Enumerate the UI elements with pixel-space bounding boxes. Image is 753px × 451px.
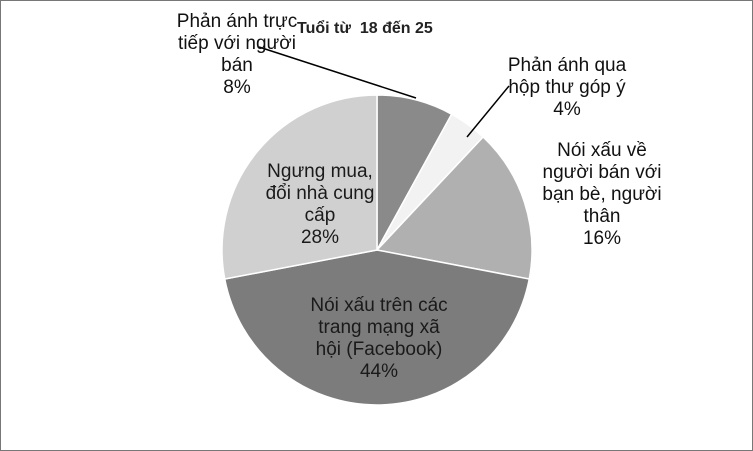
slice-label-line: cấp xyxy=(304,205,336,226)
slice-label-4: Nói xấu trên các trang mạng xã hội (Facebo… xyxy=(297,295,461,383)
slice-label-line: Phản ánh trực xyxy=(176,11,298,32)
slice-label-line: trang mạng xã xyxy=(318,317,440,338)
leader-line-1 xyxy=(258,46,417,99)
slice-label-line: tiếp với người xyxy=(178,33,296,54)
slice-percent-label: 8% xyxy=(223,77,251,98)
chart-title: Tuổi từ 18 đến 25 xyxy=(297,20,433,37)
slice-percent-label: 16% xyxy=(582,228,622,249)
slice-label-2: Phản ánh qua hộp thư góp ý 4% xyxy=(487,55,647,121)
slice-label-line: Nói xấu trên các xyxy=(310,295,448,316)
slice-label-line: Nói xấu về xyxy=(557,140,647,161)
slice-label-1: Phản ánh trực tiếp với người bán 8% xyxy=(167,11,307,99)
slice-percent-label: 4% xyxy=(553,99,581,120)
slice-percent-label: 28% xyxy=(300,227,340,248)
slice-label-line: bán xyxy=(221,55,253,76)
slice-percent-label: 44% xyxy=(359,361,399,382)
pie-slice-4 xyxy=(223,249,531,406)
slice-label-5: Ngưng mua, đổi nhà cung cấp 28% xyxy=(247,161,393,249)
slice-label-line: đổi nhà cung xyxy=(265,183,375,204)
slice-label-line: hộp thư góp ý xyxy=(508,77,626,98)
slice-label-line: người bán với xyxy=(542,162,662,183)
pie-slice-3 xyxy=(375,135,533,280)
pie-slice-5 xyxy=(221,94,378,280)
slice-label-line: Ngưng mua, xyxy=(267,161,373,182)
slice-label-line: bạn bè, người xyxy=(542,184,662,205)
slice-label-line: hội (Facebook) xyxy=(315,339,443,360)
slice-label-line: Phản ánh qua xyxy=(507,55,627,76)
slice-label-line: thân xyxy=(583,206,621,227)
slice-label-3: Nói xấu về người bán với bạn bè, người thân… xyxy=(527,140,677,250)
leader-line-2 xyxy=(466,85,510,138)
